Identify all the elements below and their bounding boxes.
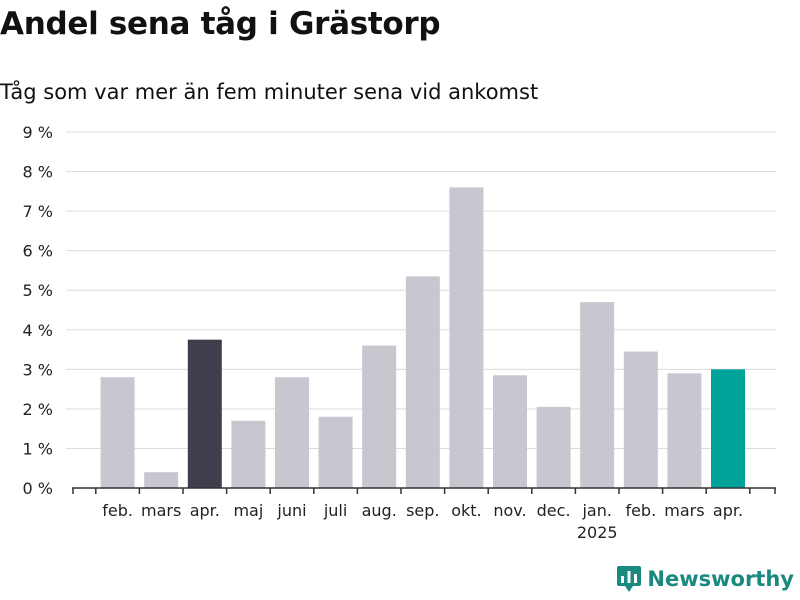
x-tick-label: apr.	[190, 501, 220, 520]
x-tick-label: juni	[276, 501, 306, 520]
y-tick-label: 2 %	[23, 400, 53, 419]
y-tick-label: 8 %	[23, 163, 53, 182]
x-tick-label: aug.	[362, 501, 397, 520]
y-tick-label: 5 %	[23, 281, 53, 300]
chart-title: Andel sena tåg i Grästorp	[0, 6, 441, 42]
bar	[231, 420, 266, 488]
bar	[493, 375, 527, 488]
bar	[405, 276, 440, 488]
bar	[580, 302, 615, 488]
y-tick-label: 3 %	[23, 360, 53, 379]
brand-name: Newsworthy	[647, 567, 794, 591]
x-tick-label: juli	[323, 501, 347, 520]
x-year-label: 2025	[577, 523, 618, 542]
bar	[667, 373, 702, 488]
x-tick-label: mars	[141, 501, 181, 520]
y-tick-label: 6 %	[23, 242, 53, 261]
x-tick-label: feb.	[625, 501, 656, 520]
bar	[362, 345, 397, 488]
x-tick-label: feb.	[102, 501, 133, 520]
x-tick-label: sep.	[406, 501, 439, 520]
y-tick-label: 7 %	[23, 202, 53, 221]
bar	[187, 339, 222, 488]
bar	[275, 377, 309, 488]
bar	[144, 472, 179, 488]
bar	[711, 369, 745, 488]
bar	[318, 416, 353, 488]
x-tick-label: dec.	[537, 501, 571, 520]
x-tick-label: nov.	[493, 501, 526, 520]
x-tick-label: mars	[664, 501, 704, 520]
x-tick-label: okt.	[451, 501, 481, 520]
bar	[449, 187, 484, 488]
x-tick-label: apr.	[713, 501, 743, 520]
chart-subtitle: Tåg som var mer än fem minuter sena vid …	[0, 80, 539, 104]
brand-logo: Newsworthy	[617, 562, 794, 596]
y-tick-label: 9 %	[23, 123, 53, 142]
y-tick-label: 4 %	[23, 321, 53, 340]
y-tick-label: 1 %	[23, 439, 53, 458]
bar	[100, 377, 135, 488]
y-tick-label: 0 %	[23, 479, 53, 498]
x-tick-label: maj	[233, 501, 263, 520]
bar	[623, 351, 658, 488]
bar	[536, 406, 571, 488]
x-tick-label: jan.	[581, 501, 611, 520]
newsworthy-logo-icon	[617, 566, 642, 592]
